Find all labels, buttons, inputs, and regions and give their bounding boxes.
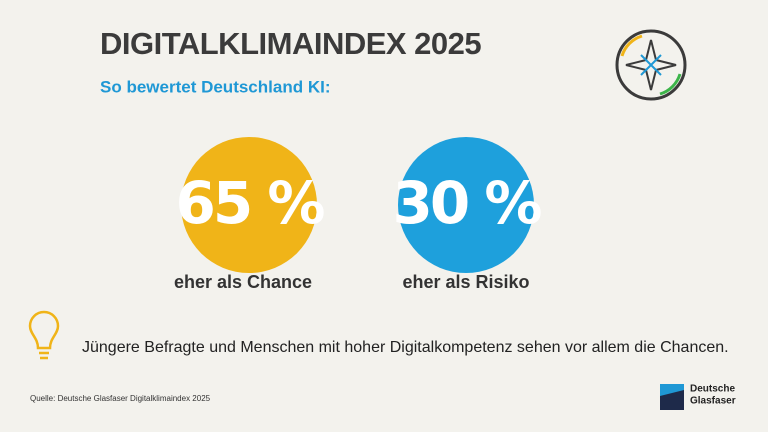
compass-icon: [615, 29, 687, 101]
logo-text: Glasfaser: [690, 396, 736, 407]
stat-circle: [181, 137, 317, 273]
subtitle: So bewertet Deutschland KI:: [100, 77, 330, 96]
stat-label: eher als Risiko: [402, 272, 529, 292]
source: Quelle: Deutsche Glasfaser Digitalklimai…: [30, 394, 211, 403]
bulb-icon: [28, 310, 60, 360]
logo-text: Deutsche: [690, 384, 735, 395]
insight: Jüngere Befragte und Menschen mit hoher …: [82, 339, 729, 356]
stat-value: 30 %: [392, 169, 541, 237]
stat-label: eher als Chance: [174, 272, 312, 292]
stat-value: 65 %: [175, 169, 324, 237]
logo: Deutsche Glasfaser: [660, 384, 736, 410]
stat-circle: [398, 137, 534, 273]
title: DIGITALKLIMAINDEX 2025: [100, 26, 481, 61]
